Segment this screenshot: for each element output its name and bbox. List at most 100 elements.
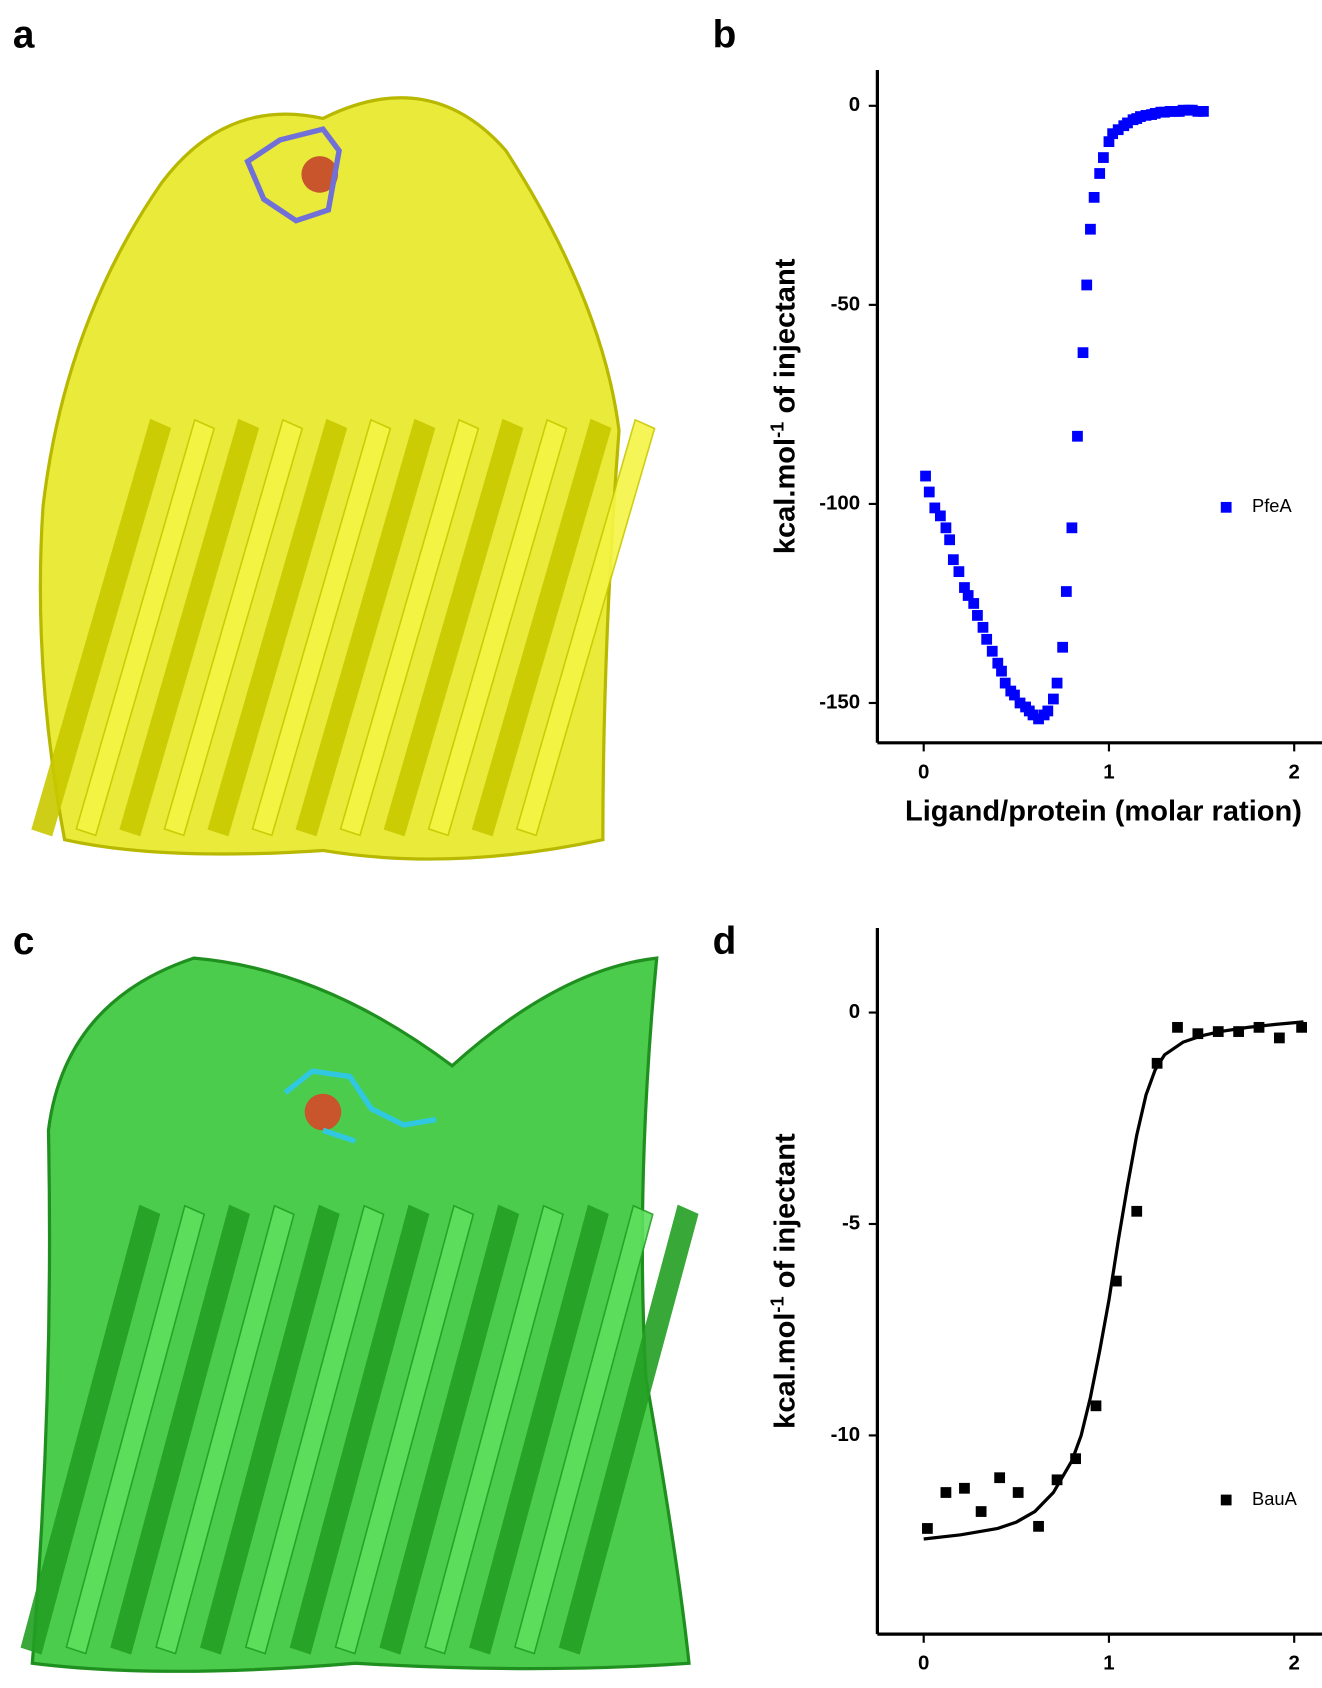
- data-point: [1047, 693, 1059, 705]
- beta-strand: [199, 1204, 340, 1655]
- beta-strand: [155, 1204, 295, 1655]
- beta-strand: [469, 1204, 609, 1655]
- data-point: [1085, 223, 1096, 235]
- data-point: [1042, 705, 1054, 717]
- ligand: [244, 126, 342, 224]
- y-axis-title-part: kcal.mol: [769, 1313, 801, 1429]
- data-point: [1014, 697, 1026, 709]
- data-point: [1066, 522, 1078, 534]
- beta-strand: [339, 418, 480, 837]
- beta-strand: [75, 418, 216, 837]
- x-axis-title: Ligand/protein (molar ration): [905, 795, 1302, 827]
- x-tick-label: 0: [918, 760, 929, 783]
- data-point: [1033, 1520, 1044, 1532]
- beta-strand: [334, 1204, 475, 1655]
- data-point: [923, 486, 935, 498]
- data-point: [1070, 1453, 1081, 1465]
- y-axis-title-part: of injectant: [769, 1133, 801, 1296]
- data-point: [996, 665, 1007, 677]
- beta-strand: [471, 418, 612, 837]
- data-point: [977, 621, 989, 633]
- beta-strand: [513, 1204, 654, 1655]
- data-point: [1012, 1487, 1024, 1498]
- beta-strand: [427, 418, 568, 837]
- data-point: [940, 522, 952, 534]
- data-point: [1140, 109, 1152, 121]
- data-point: [1149, 107, 1161, 119]
- beta-strand: [383, 418, 524, 837]
- data-point: [929, 502, 941, 514]
- data-point: [959, 582, 970, 593]
- panel-label: b: [713, 13, 737, 56]
- legend-marker: [1220, 1494, 1232, 1506]
- data-point: [1027, 709, 1039, 721]
- beta-strand: [558, 1204, 699, 1655]
- beta-strand: [251, 418, 392, 837]
- protein-structure-green: [20, 956, 699, 1673]
- beta-strand: [110, 1204, 251, 1655]
- beta-strand: [119, 418, 260, 837]
- data-point: [1198, 105, 1209, 117]
- beta-strand: [163, 418, 304, 837]
- legend-label: BauA: [1252, 1488, 1298, 1509]
- data-point: [1051, 1474, 1063, 1486]
- data-point: [1122, 117, 1133, 129]
- y-tick-label: 0: [849, 93, 860, 116]
- data-point: [972, 610, 983, 621]
- data-point: [920, 470, 931, 482]
- x-tick-label: 2: [1289, 1652, 1300, 1675]
- beta-strand: [20, 1204, 161, 1655]
- y-axis-title: kcal.mol-1 of injectant: [767, 258, 802, 554]
- data-point: [1072, 430, 1083, 442]
- data-point: [968, 598, 980, 609]
- y-tick-label: 0: [849, 1000, 860, 1023]
- y-tick-label: -5: [842, 1211, 860, 1234]
- legend-label: PfeA: [1252, 495, 1292, 516]
- data-point: [1088, 191, 1100, 203]
- data-point: [1098, 152, 1109, 163]
- data-point: [1112, 124, 1124, 136]
- data-point: [975, 1506, 987, 1517]
- data-point: [940, 1487, 952, 1498]
- y-axis-title-part: -1: [767, 422, 788, 438]
- data-point: [1077, 347, 1089, 359]
- beta-strand: [295, 418, 436, 837]
- data-point: [992, 657, 1004, 669]
- data-point: [1107, 128, 1119, 140]
- data-point: [962, 590, 974, 601]
- panel-label: a: [13, 13, 35, 56]
- data-point: [999, 677, 1011, 689]
- x-axis-title: Ligand/protein (molar ration): [905, 1687, 1302, 1688]
- data-point: [1060, 586, 1072, 597]
- data-point: [986, 645, 998, 657]
- data-point: [1051, 677, 1063, 689]
- data-point: [944, 534, 956, 546]
- data-point: [1233, 1026, 1245, 1037]
- data-point: [947, 554, 959, 566]
- data-point: [1094, 168, 1106, 179]
- data-point: [1273, 1032, 1285, 1044]
- x-tick-label: 1: [1103, 760, 1114, 783]
- x-tick-label: 0: [918, 1652, 929, 1675]
- beta-strand: [289, 1204, 430, 1655]
- data-point: [1172, 1021, 1183, 1033]
- beta-strand: [207, 418, 348, 837]
- data-point: [1057, 641, 1069, 653]
- y-tick-label: -10: [831, 1423, 861, 1446]
- fit-line: [923, 1020, 1304, 1541]
- data-point: [922, 1523, 933, 1534]
- data-point: [1110, 1275, 1122, 1287]
- data-point: [1103, 136, 1115, 148]
- data-point: [1151, 1057, 1163, 1069]
- beta-strand: [65, 1204, 206, 1655]
- data-point: [953, 566, 965, 577]
- data-point: [1186, 104, 1198, 116]
- data-point: [981, 633, 993, 645]
- iron-sphere: [304, 1093, 342, 1131]
- y-axis-title-part: -1: [767, 1296, 788, 1312]
- x-tick-label: 1: [1103, 1652, 1114, 1675]
- data-point: [1131, 1205, 1143, 1217]
- beta-strand: [424, 1204, 564, 1655]
- y-axis-title: kcal.mol-1 of injectant: [767, 1133, 802, 1429]
- data-point: [1033, 713, 1044, 725]
